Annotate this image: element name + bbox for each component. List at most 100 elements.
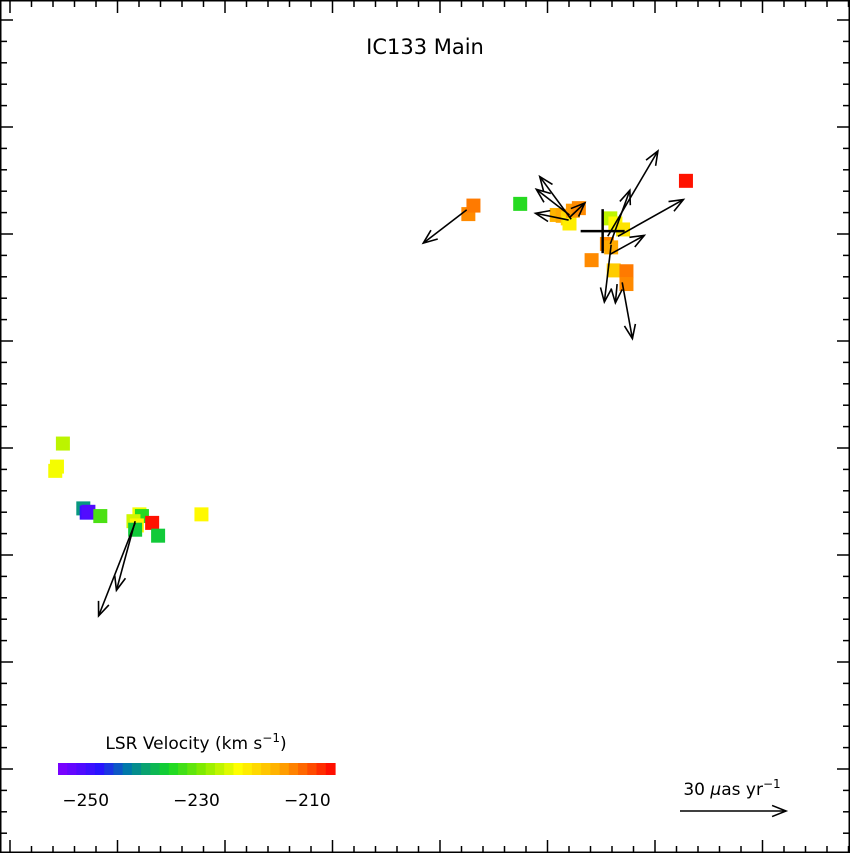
colorbar-segment: [178, 763, 188, 775]
maser-spot: [619, 277, 634, 292]
colorbar-segment: [168, 763, 179, 775]
vector-shaft: [97, 522, 136, 617]
colorbar-segment: [85, 763, 96, 775]
scale-arrow-mu: μ: [709, 780, 721, 800]
colorbar-segment: [196, 763, 207, 775]
vector-head: [570, 201, 587, 217]
chart-title: IC133 Main: [366, 35, 484, 59]
maser-spot: [81, 504, 96, 519]
colorbar-segment: [251, 763, 262, 775]
colorbar-segment: [242, 763, 253, 775]
scale-arrow-unit: as yr: [721, 780, 763, 800]
colorbar-segment: [270, 763, 281, 775]
scale-arrow-sup: −1: [763, 777, 781, 791]
colorbar-segment: [67, 763, 78, 775]
proper-motion-vector: [609, 234, 647, 255]
vector-head: [97, 600, 110, 618]
colorbar-segment: [316, 763, 327, 775]
proper-motion-vector: [610, 283, 623, 305]
proper-motion-vector: [607, 149, 659, 237]
maser-spot: [513, 196, 528, 211]
vector-head: [610, 288, 623, 305]
colorbar-segment: [279, 763, 290, 775]
vector-head: [771, 804, 789, 818]
proper-motion-vector: [97, 522, 136, 618]
proper-motion-vector: [568, 201, 587, 219]
proper-motion-vector: [599, 244, 613, 305]
colorbar-tick-label: −210: [284, 791, 331, 811]
vector-shaft: [621, 282, 634, 339]
colorbar: [58, 763, 336, 775]
colorbar-segment: [187, 763, 198, 775]
vector-shaft: [535, 188, 570, 216]
maser-spot: [619, 264, 634, 279]
maser-spot: [151, 528, 166, 543]
colorbar-segment: [141, 763, 151, 775]
vector-head: [421, 229, 438, 245]
vector-shaft: [609, 189, 631, 245]
scale-arrow: [680, 804, 789, 818]
vector-shaft: [614, 283, 618, 303]
colorbar-segment: [288, 763, 299, 775]
proper-motion-vector: [533, 209, 569, 223]
maser-spot: [606, 263, 621, 278]
vector-head: [619, 188, 632, 206]
colorbar-segment: [298, 763, 308, 775]
proper-motion-vector: [534, 188, 570, 216]
proper-motion-vectors: [97, 149, 686, 618]
vector-shaft: [607, 150, 659, 237]
colorbar-ticks: −250 −230 −210: [62, 791, 330, 811]
maser-spot: [584, 253, 599, 268]
colorbar-segment: [104, 763, 114, 775]
colorbar-segment: [131, 763, 142, 775]
maser-spot: [616, 222, 631, 237]
colorbar-segment: [224, 763, 235, 775]
colorbar-segment: [233, 763, 244, 775]
maser-spot: [48, 463, 63, 478]
vector-shaft: [609, 234, 645, 255]
vector-head: [113, 575, 127, 593]
vector-head: [599, 287, 613, 305]
vector-head: [629, 234, 647, 248]
colorbar-segment: [150, 763, 161, 775]
colorbar-segment: [113, 763, 124, 775]
vector-shaft: [603, 244, 612, 303]
scale-arrow-value: 30: [683, 780, 705, 800]
scale-arrow-vector: [680, 804, 789, 818]
vector-head: [645, 149, 659, 166]
vector-head: [533, 209, 551, 223]
colorbar-tick-label: −230: [173, 791, 220, 811]
proper-motion-vector: [609, 188, 632, 245]
vector-shaft: [422, 209, 468, 244]
vector-shaft: [617, 198, 684, 237]
maser-spot: [55, 436, 70, 451]
proper-motion-vector: [617, 198, 686, 237]
vector-shaft: [568, 202, 586, 219]
vector-head: [668, 198, 686, 212]
colorbar-segment: [307, 763, 318, 775]
maser-spot: [678, 173, 693, 188]
vector-head: [538, 174, 553, 192]
proper-motion-vector: [421, 209, 468, 245]
colorbar-label-close: ): [280, 734, 287, 754]
colorbar-segment: [76, 763, 87, 775]
maser-spot: [194, 507, 209, 522]
proper-motion-vector: [621, 282, 637, 341]
reference-cross: [580, 209, 625, 254]
maser-spots: [48, 173, 693, 543]
maser-spot: [145, 515, 160, 530]
scale-arrow-label: 30 μas yr−1: [683, 777, 780, 800]
colorbar-label: LSR Velocity (km s−1): [105, 731, 286, 754]
colorbar-label-sup: −1: [262, 731, 280, 745]
colorbar-segment: [94, 763, 105, 775]
colorbar-label-main: LSR Velocity (km s: [105, 734, 262, 754]
colorbar-segment: [325, 763, 336, 775]
vector-head: [534, 188, 551, 203]
colorbar-segment: [159, 763, 170, 775]
colorbar-segment: [261, 763, 271, 775]
colorbar-segment: [58, 763, 68, 775]
colorbar-tick-label: −250: [62, 791, 109, 811]
